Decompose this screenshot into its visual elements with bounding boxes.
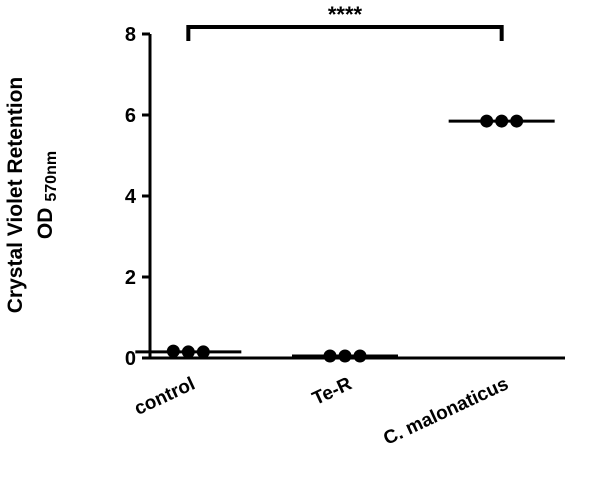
y-axis-label: Crystal Violet Retention	[4, 77, 27, 314]
y-tick-label: 2	[125, 267, 136, 289]
significance-bracket	[186, 25, 504, 41]
y-tick-label: 4	[125, 186, 137, 208]
y-axis-label-2: OD 570nm	[34, 151, 60, 239]
x-tick-label: Te-R	[309, 373, 355, 409]
y-tick-label: 6	[125, 105, 136, 127]
x-tick-label: C. malonaticus	[380, 373, 511, 449]
y-axis-label-main: OD	[34, 208, 57, 240]
significance-label: ****	[328, 2, 363, 27]
y-tick-label: 0	[125, 348, 136, 370]
y-axis-label-sub: 570nm	[43, 151, 60, 202]
y-tick-label: 8	[125, 24, 136, 46]
x-tick-label: control	[131, 373, 198, 419]
